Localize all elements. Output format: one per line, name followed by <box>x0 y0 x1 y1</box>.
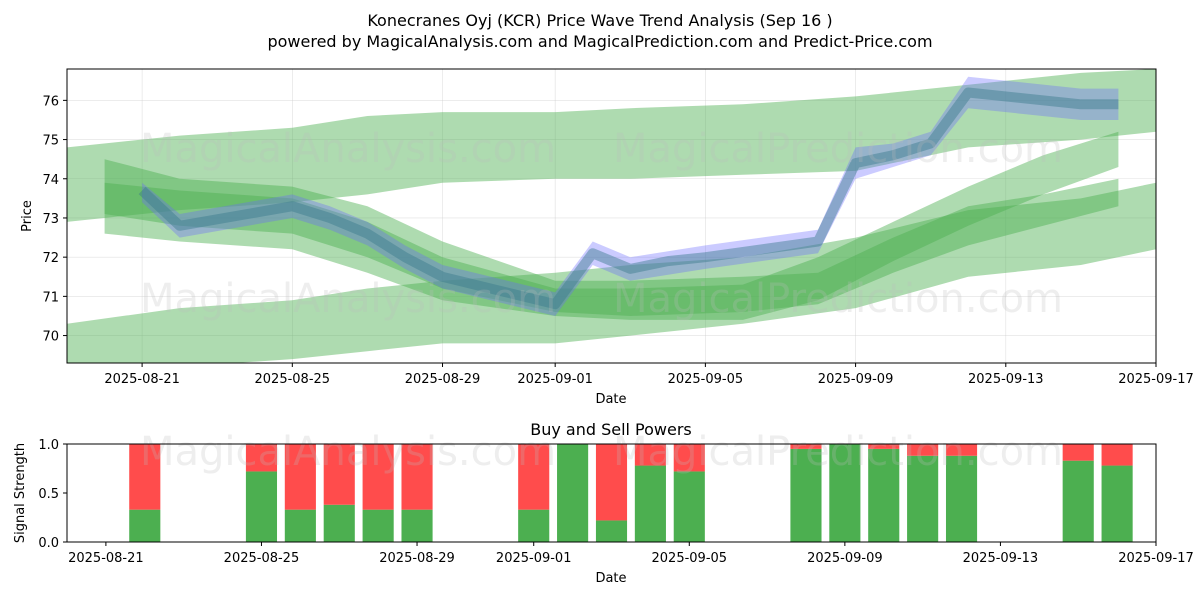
watermark-analysis-top: MagicalAnalysis.com <box>140 126 556 172</box>
blue-wave-band-0 <box>142 76 1119 316</box>
green-wave-band-2 <box>104 159 1119 316</box>
sell-bar-1 <box>245 444 278 472</box>
price-x-axis-label: Date <box>595 392 626 407</box>
sell-bar-3 <box>323 444 355 505</box>
price-y-tick-label-2: 72 <box>42 251 59 266</box>
sell-bar-16 <box>1062 444 1094 461</box>
price-x-tick-label-1: 2025-08-25 <box>255 372 331 387</box>
green-wave-band-3 <box>104 131 1119 320</box>
buy-sell-x-tick-label-0: 2025-08-21 <box>68 551 144 566</box>
sell-bar-9 <box>634 444 666 466</box>
buy-sell-bars <box>129 444 1133 542</box>
buy-sell-y-tick-label-0: 0.0 <box>38 536 59 551</box>
buy-sell-y-tick-label-1: 0.5 <box>38 487 59 502</box>
watermark-prediction-mid: MagicalPrediction.com <box>613 276 1063 322</box>
green-wave-band-0 <box>67 69 1156 222</box>
buy-bar-17 <box>1101 465 1133 542</box>
sell-bar-13 <box>868 444 900 449</box>
price-plot-background <box>67 69 1156 363</box>
watermark-analysis-mid: MagicalAnalysis.com <box>140 276 556 322</box>
sell-bar-2 <box>284 444 316 510</box>
price-x-tick-label-6: 2025-09-13 <box>968 372 1044 387</box>
price-bands <box>67 69 1156 363</box>
watermark-analysis-bottom: MagicalAnalysis.com <box>140 429 556 475</box>
buy-bar-6 <box>518 509 550 542</box>
buy-bar-4 <box>362 509 394 542</box>
sell-bar-4 <box>362 444 394 510</box>
buy-sell-x-tick-label-2: 2025-08-29 <box>379 551 455 566</box>
buy-bar-2 <box>284 509 316 542</box>
price-x-tick-label-0: 2025-08-21 <box>104 372 180 387</box>
price-trend-line <box>138 87 1119 310</box>
buy-bar-7 <box>557 444 589 542</box>
buy-bar-3 <box>323 504 355 542</box>
buy-sell-x-axis-label: Date <box>595 571 626 586</box>
buy-sell-x-tick-label-1: 2025-08-25 <box>224 551 300 566</box>
sell-bar-0 <box>129 444 161 510</box>
buy-sell-x-tick-label-3: 2025-09-01 <box>496 551 572 566</box>
green-wave-band-1 <box>67 182 1156 363</box>
price-y-tick-label-1: 71 <box>42 290 59 305</box>
buy-sell-x-tick-label-5: 2025-09-09 <box>807 551 883 566</box>
price-y-ticks: 70 71 72 73 74 75 76 <box>42 94 67 345</box>
buy-sell-y-tick-label-2: 1.0 <box>38 438 59 453</box>
buy-sell-chart: Buy and Sell Powers MagicalAnalysis.com … <box>13 420 1194 586</box>
sell-bar-11 <box>790 444 822 449</box>
buy-sell-y-axis-label: Signal Strength <box>13 443 28 543</box>
price-x-tick-label-3: 2025-09-01 <box>517 372 593 387</box>
buy-sell-y-ticks: 0.0 0.5 1.0 <box>38 438 67 551</box>
buy-sell-x-tick-label-7: 2025-09-17 <box>1118 551 1194 566</box>
price-y-tick-label-5: 75 <box>42 134 59 149</box>
price-x-ticks: 2025-08-21 2025-08-25 2025-08-29 2025-09-01… <box>104 363 1194 387</box>
sell-bar-8 <box>595 444 628 521</box>
buy-bar-0 <box>129 509 161 542</box>
buy-bar-13 <box>868 448 900 542</box>
buy-sell-title: Buy and Sell Powers <box>530 420 692 439</box>
price-y-tick-label-3: 73 <box>42 212 59 227</box>
sell-bar-15 <box>945 444 978 456</box>
buy-bar-12 <box>829 444 861 542</box>
sell-bar-14 <box>907 444 939 456</box>
figure-title: Konecranes Oyj (KCR) Price Wave Trend An… <box>367 11 832 30</box>
sell-bar-10 <box>673 444 705 472</box>
buy-sell-x-tick-label-6: 2025-09-13 <box>963 551 1039 566</box>
price-x-tick-label-5: 2025-09-09 <box>818 372 894 387</box>
buy-bar-16 <box>1062 460 1094 542</box>
price-y-tick-label-4: 74 <box>42 173 59 188</box>
watermark-prediction-bottom: MagicalPrediction.com <box>613 429 1063 475</box>
buy-bar-1 <box>245 471 278 542</box>
sell-bar-17 <box>1101 444 1133 466</box>
price-x-tick-label-4: 2025-09-05 <box>668 372 744 387</box>
price-x-tick-label-7: 2025-09-17 <box>1118 372 1194 387</box>
buy-bar-11 <box>790 448 822 542</box>
buy-bar-9 <box>634 465 666 542</box>
price-y-tick-label-0: 70 <box>42 330 59 345</box>
buy-sell-x-tick-label-4: 2025-09-05 <box>652 551 728 566</box>
sell-bar-5 <box>401 444 433 510</box>
buy-bar-14 <box>907 455 939 542</box>
price-y-tick-label-6: 76 <box>42 94 59 109</box>
figure-subtitle: powered by MagicalAnalysis.com and Magic… <box>267 32 932 51</box>
price-y-axis-label: Price <box>20 200 35 232</box>
buy-bar-10 <box>673 471 705 542</box>
watermark-prediction-top: MagicalPrediction.com <box>613 126 1063 172</box>
buy-bar-15 <box>945 455 978 542</box>
buy-sell-x-ticks: 2025-08-21 2025-08-25 2025-08-29 2025-09-01… <box>68 542 1194 566</box>
sell-bar-6 <box>518 444 550 510</box>
price-wave-chart: MagicalAnalysis.com MagicalPrediction.co… <box>20 68 1194 407</box>
buy-bar-8 <box>595 520 628 542</box>
buy-bar-5 <box>401 509 433 542</box>
price-x-tick-label-2: 2025-08-29 <box>405 372 481 387</box>
price-plot-frame <box>66 68 1157 364</box>
